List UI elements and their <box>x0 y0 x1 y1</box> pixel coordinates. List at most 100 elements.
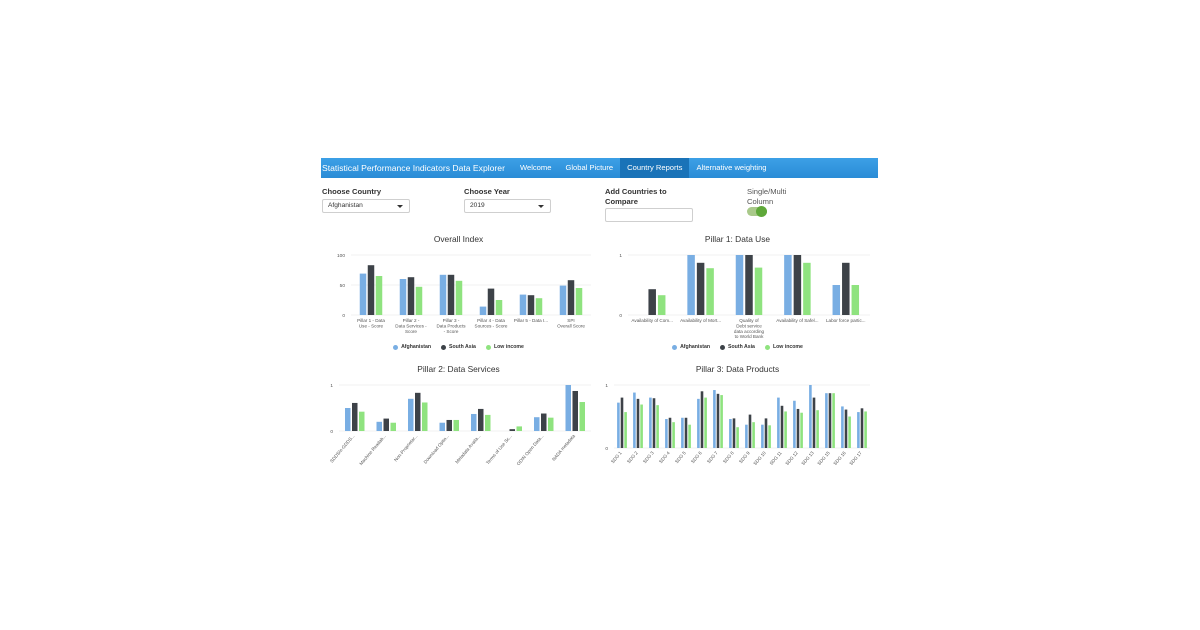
bar-afghanistan[interactable] <box>649 397 652 448</box>
bar-afghanistan[interactable] <box>665 419 668 448</box>
bar-south-asia[interactable] <box>716 393 720 448</box>
bar-south-asia[interactable] <box>509 429 516 431</box>
legend-item[interactable]: Low income <box>764 344 803 350</box>
bar-low-income[interactable] <box>706 268 714 315</box>
bar-low-income[interactable] <box>485 414 491 431</box>
bar-afghanistan[interactable] <box>376 421 383 431</box>
tab-global-picture[interactable]: Global Picture <box>565 163 614 172</box>
bar-low-income[interactable] <box>575 288 583 315</box>
legend-item[interactable]: Afghanistan <box>393 344 431 350</box>
bar-south-asia[interactable] <box>860 408 864 448</box>
bar-afghanistan[interactable] <box>439 274 447 315</box>
single-multi-column-toggle[interactable] <box>747 206 767 217</box>
bar-afghanistan[interactable] <box>745 424 748 448</box>
bar-afghanistan[interactable] <box>793 400 796 448</box>
bar-afghanistan[interactable] <box>729 419 732 448</box>
bar-south-asia[interactable] <box>620 397 624 448</box>
bar-low-income[interactable] <box>579 402 586 431</box>
bar-low-income[interactable] <box>768 425 771 448</box>
bar-south-asia[interactable] <box>668 417 672 448</box>
bar-south-asia[interactable] <box>572 390 579 431</box>
bar-low-income[interactable] <box>657 295 666 315</box>
bar-afghanistan[interactable] <box>408 398 414 431</box>
bar-afghanistan[interactable] <box>697 398 700 448</box>
bar-south-asia[interactable] <box>541 413 547 431</box>
bar-afghanistan[interactable] <box>681 417 684 448</box>
bar-low-income[interactable] <box>816 410 819 448</box>
bar-south-asia[interactable] <box>407 277 415 315</box>
bar-low-income[interactable] <box>736 427 739 448</box>
bar-low-income[interactable] <box>851 285 860 315</box>
bar-low-income[interactable] <box>548 417 554 431</box>
tab-country-reports[interactable]: Country Reports <box>620 158 690 178</box>
bar-south-asia[interactable] <box>447 274 455 315</box>
bar-afghanistan[interactable] <box>784 255 792 315</box>
bar-south-asia[interactable] <box>487 288 495 315</box>
bar-afghanistan[interactable] <box>777 397 780 448</box>
bar-low-income[interactable] <box>720 395 723 448</box>
bar-south-asia[interactable] <box>567 280 575 315</box>
bar-low-income[interactable] <box>832 393 835 448</box>
bar-south-asia[interactable] <box>367 265 375 315</box>
legend-item[interactable]: Low income <box>485 344 524 350</box>
bar-low-income[interactable] <box>656 405 659 448</box>
bar-low-income[interactable] <box>359 411 365 431</box>
bar-low-income[interactable] <box>375 276 383 315</box>
bar-south-asia[interactable] <box>764 418 768 448</box>
bar-low-income[interactable] <box>495 300 503 315</box>
bar-low-income[interactable] <box>800 412 803 448</box>
bar-south-asia[interactable] <box>748 414 752 448</box>
legend-item[interactable]: South Asia <box>441 344 476 350</box>
tab-alternative-weighting[interactable]: Alternative weighting <box>696 163 767 172</box>
bar-low-income[interactable] <box>455 280 463 315</box>
bar-low-income[interactable] <box>516 426 523 431</box>
bar-low-income[interactable] <box>864 411 867 448</box>
bar-south-asia[interactable] <box>696 262 705 315</box>
bar-afghanistan[interactable] <box>633 392 636 448</box>
bar-south-asia[interactable] <box>842 262 850 315</box>
bar-low-income[interactable] <box>535 298 543 315</box>
bar-south-asia[interactable] <box>636 398 640 448</box>
bar-afghanistan[interactable] <box>359 273 367 315</box>
bar-low-income[interactable] <box>754 267 763 315</box>
bar-low-income[interactable] <box>752 422 755 448</box>
bar-low-income[interactable] <box>688 424 691 448</box>
year-select[interactable]: 2019 <box>464 199 551 213</box>
bar-low-income[interactable] <box>624 412 627 448</box>
bar-afghanistan[interactable] <box>687 255 695 315</box>
bar-afghanistan[interactable] <box>809 385 812 448</box>
legend-item[interactable]: Afghanistan <box>672 344 710 350</box>
bar-south-asia[interactable] <box>446 419 453 431</box>
bar-south-asia[interactable] <box>352 402 358 431</box>
bar-south-asia[interactable] <box>796 408 800 448</box>
country-select[interactable]: Afghanistan <box>322 199 410 213</box>
bar-low-income[interactable] <box>704 397 707 448</box>
bar-south-asia[interactable] <box>812 397 816 448</box>
bar-low-income[interactable] <box>784 411 787 448</box>
bar-afghanistan[interactable] <box>519 294 527 315</box>
bar-low-income[interactable] <box>803 262 811 315</box>
bar-afghanistan[interactable] <box>399 279 407 315</box>
bar-low-income[interactable] <box>415 286 423 315</box>
bar-afghanistan[interactable] <box>534 417 540 431</box>
bar-south-asia[interactable] <box>780 405 784 448</box>
bar-south-asia[interactable] <box>527 295 535 315</box>
bar-afghanistan[interactable] <box>761 424 764 448</box>
bar-south-asia[interactable] <box>700 391 704 448</box>
bar-low-income[interactable] <box>453 419 460 431</box>
bar-low-income[interactable] <box>422 402 428 431</box>
bar-south-asia[interactable] <box>383 418 390 431</box>
bar-low-income[interactable] <box>848 416 851 449</box>
bar-afghanistan[interactable] <box>713 390 716 448</box>
bar-afghanistan[interactable] <box>825 393 828 448</box>
bar-south-asia[interactable] <box>652 398 656 448</box>
bar-afghanistan[interactable] <box>735 255 744 315</box>
bar-south-asia[interactable] <box>415 392 421 431</box>
bar-south-asia[interactable] <box>844 409 848 448</box>
compare-countries-input[interactable] <box>605 208 693 222</box>
bar-afghanistan[interactable] <box>832 285 841 315</box>
bar-afghanistan[interactable] <box>617 402 620 448</box>
bar-afghanistan[interactable] <box>565 385 572 431</box>
bar-south-asia[interactable] <box>478 408 484 431</box>
bar-afghanistan[interactable] <box>559 285 567 315</box>
